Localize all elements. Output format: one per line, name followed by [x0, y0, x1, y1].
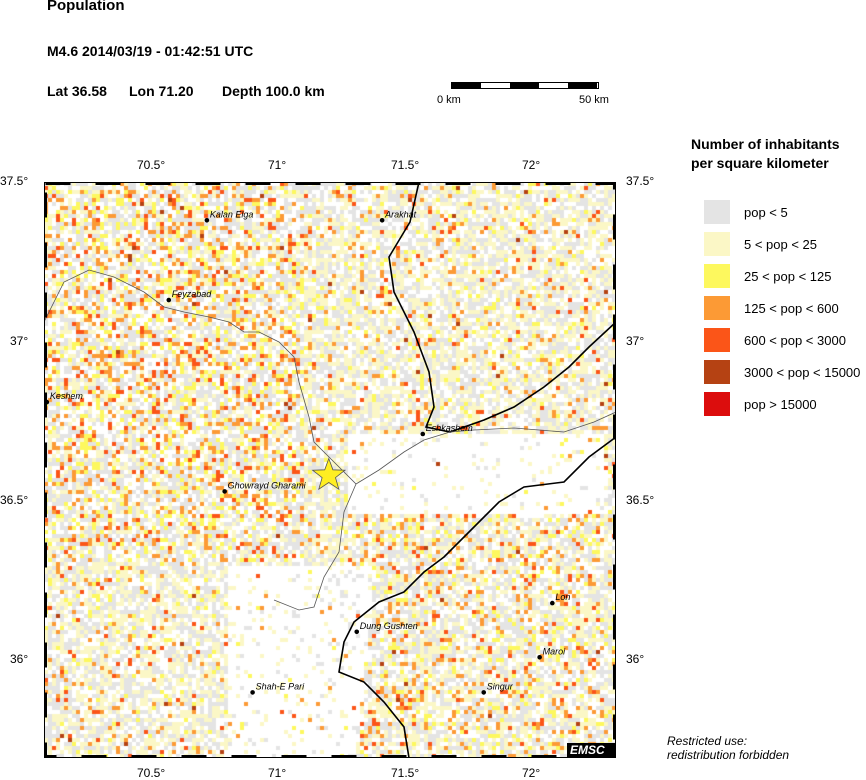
country-borders [338, 182, 616, 758]
city-label: Maroi [543, 646, 567, 656]
border-line [388, 182, 616, 433]
usage-line: redistribution forbidden [667, 748, 790, 762]
lat-tick-right: 36.5° [626, 493, 655, 507]
river-line [355, 411, 616, 485]
lon-tick-top: 70.5° [137, 158, 166, 172]
city-label: Ghowrayd Gharami [228, 480, 307, 490]
city-dot-icon [354, 629, 360, 635]
map-frame [44, 182, 616, 758]
lon-tick-top: 71.5° [391, 158, 420, 172]
legend-item: pop > 15000 [704, 392, 817, 416]
city-dot-icon [204, 217, 210, 223]
event-info: M4.6 2014/03/19 - 01:42:51 UTC [47, 43, 254, 59]
city-dot-icon [222, 489, 227, 494]
city-marker[interactable]: Dung Gushten [354, 621, 418, 635]
border-line [338, 436, 616, 758]
legend-label: pop > 15000 [744, 396, 817, 412]
legend-swatch [704, 360, 730, 384]
city-marker[interactable]: Lon [550, 592, 570, 606]
map-overlay: Kalan Elga Arakhat Feyzabad Keshem Eshkashem… [44, 182, 616, 758]
event-depth: Depth 100.0 km [222, 83, 325, 99]
lon-tick-bottom: 70.5° [137, 766, 166, 780]
city-label: Singur [487, 681, 514, 691]
legend-item: 3000 < pop < 15000 [704, 360, 860, 384]
city-label: Kalan Elga [210, 209, 254, 219]
river-line [44, 269, 357, 611]
city-dot-icon [481, 690, 487, 695]
city-label: Keshem [50, 391, 84, 401]
legend-swatch [704, 296, 730, 320]
lat-tick-left: 37° [10, 334, 29, 348]
city-dot-icon [379, 217, 385, 223]
legend-title-line: per square kilometer [691, 155, 829, 171]
city-marker[interactable]: Kalan Elga [204, 209, 254, 223]
city-dot-icon [250, 690, 255, 695]
lon-tick-bottom: 71.5° [391, 766, 420, 780]
legend-label: 125 < pop < 600 [744, 300, 839, 316]
legend-item: pop < 5 [704, 200, 788, 224]
city-marker[interactable]: Eshkashem [420, 423, 474, 437]
city-label: Dung Gushten [360, 621, 418, 631]
city-label: Lon [555, 592, 570, 602]
lat-tick-right: 37° [626, 334, 645, 348]
city-marker[interactable]: Singur [481, 681, 514, 695]
city-dot-icon [166, 297, 172, 303]
city-dot-icon [420, 431, 426, 437]
legend-label: 600 < pop < 3000 [744, 332, 846, 348]
city-marker[interactable]: Shah-E Pari [250, 681, 306, 695]
lon-tick-top: 71° [268, 158, 287, 172]
city-marker[interactable]: Keshem [44, 391, 84, 405]
lon-tick-bottom: 72° [522, 766, 541, 780]
legend-label: 25 < pop < 125 [744, 268, 832, 284]
lat-tick-right: 37.5° [626, 174, 655, 188]
legend-title: Number of inhabitants per square kilomete… [691, 135, 840, 173]
lon-tick-top: 72° [522, 158, 541, 172]
legend-swatch [704, 232, 730, 256]
legend-swatch [704, 392, 730, 416]
legend-label: pop < 5 [744, 204, 788, 220]
river-lines [44, 269, 616, 611]
lon-tick-bottom: 71° [268, 766, 287, 780]
usage-line: Restricted use: [667, 734, 748, 748]
legend-item: 125 < pop < 600 [704, 296, 839, 320]
city-marker[interactable]: Arakhat [379, 209, 417, 223]
legend-item: 5 < pop < 25 [704, 232, 817, 256]
lat-tick-left: 36° [10, 652, 29, 666]
lat-tick-left: 37.5° [0, 174, 29, 188]
emsc-logo: EMSC [567, 743, 616, 757]
legend-swatch [704, 328, 730, 352]
event-lat: Lat 36.58 [47, 83, 107, 99]
lat-tick-left: 36.5° [0, 493, 29, 507]
city-dot-icon [44, 399, 50, 405]
population-map[interactable]: Kalan Elga Arakhat Feyzabad Keshem Eshkashem… [44, 182, 616, 758]
usage-notice: Restricted use: redistribution forbidden [667, 734, 789, 762]
scale-end: 50 km [579, 94, 609, 106]
legend-swatch [704, 200, 730, 224]
legend-label: 3000 < pop < 15000 [744, 364, 861, 380]
city-dot-icon [537, 655, 542, 660]
city-marker[interactable]: Maroi [537, 646, 567, 660]
page-title: Population [47, 0, 125, 14]
legend-swatch [704, 264, 730, 288]
city-dot-icon [550, 600, 555, 606]
city-label: Feyzabad [172, 289, 213, 299]
scale-start: 0 km [437, 94, 461, 106]
epicenter-star-icon [311, 457, 347, 491]
city-marker[interactable]: Ghowrayd Gharami [222, 480, 307, 494]
scale-bar [451, 82, 599, 89]
event-lon: Lon 71.20 [129, 83, 194, 99]
city-label: Arakhat [384, 209, 417, 219]
city-label: Eshkashem [426, 423, 474, 433]
lat-tick-right: 36° [626, 652, 645, 666]
city-markers: Kalan Elga Arakhat Feyzabad Keshem Eshkashem… [44, 209, 570, 695]
legend-item: 25 < pop < 125 [704, 264, 831, 288]
city-label: Shah-E Pari [256, 681, 306, 691]
legend-label: 5 < pop < 25 [744, 236, 818, 252]
city-marker[interactable]: Feyzabad [166, 289, 213, 303]
legend-item: 600 < pop < 3000 [704, 328, 846, 352]
legend-title-line: Number of inhabitants [691, 136, 840, 152]
